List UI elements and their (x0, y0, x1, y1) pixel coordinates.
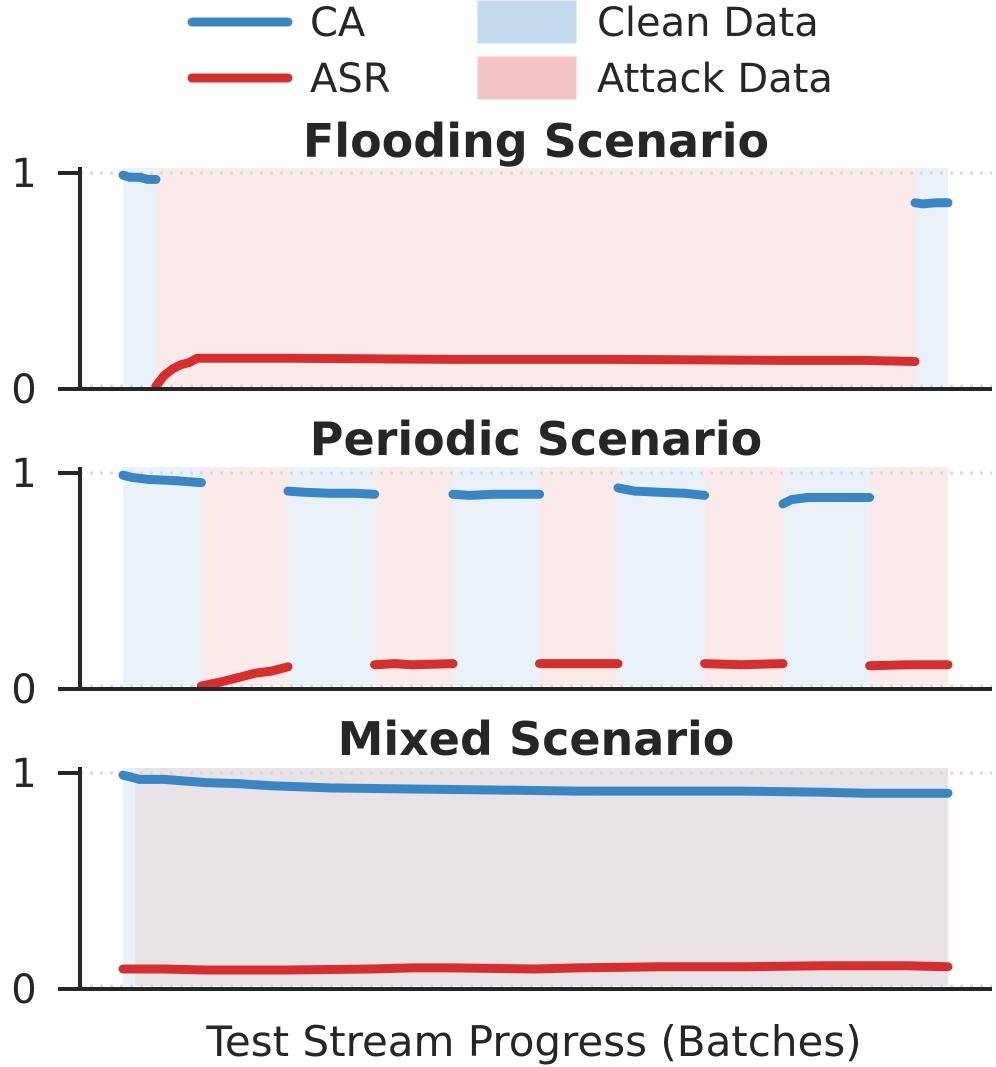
legend-item-ca: CA (187, 0, 366, 46)
legend-label-clean-data: Clean Data (597, 0, 819, 46)
series-asr-line (700, 659, 788, 670)
panel-title: Flooding Scenario (303, 114, 769, 168)
region-attack (539, 467, 618, 686)
y-tick-label: 0 (11, 367, 36, 413)
region-clean (123, 467, 202, 686)
series-asr-line (151, 353, 920, 391)
region-attack (201, 467, 288, 686)
legend-swatch-clean-data (476, 0, 578, 45)
panel-title: Mixed Scenario (338, 712, 735, 766)
region-clean (453, 467, 540, 686)
series-ca-line (778, 493, 875, 509)
region-clean (288, 467, 375, 686)
series-ca-line (118, 170, 161, 184)
series-ca-line (448, 489, 545, 500)
y-tick-label: 1 (11, 451, 36, 497)
y-tick-label: 1 (11, 751, 36, 797)
region-attack (869, 467, 948, 686)
series-ca-line (910, 198, 953, 209)
y-tick-label: 1 (11, 151, 36, 197)
region-clean (783, 467, 870, 686)
series-ca-line (613, 483, 710, 500)
panel-mixed-scenario: Mixed Scenario 0 1 (11, 712, 992, 1013)
legend-label-asr: ASR (310, 56, 391, 102)
region-attack (374, 467, 453, 686)
legend-label-attack-data: Attack Data (597, 56, 833, 102)
x-axis-label: Test Stream Progress (Batches) (205, 1017, 861, 1066)
legend-item-asr: ASR (187, 56, 391, 102)
region-clean (123, 168, 156, 386)
legend-item-clean-data: Clean Data (476, 0, 819, 46)
region-attack (704, 467, 783, 686)
legend: CA Clean Data ASR Attack Data (187, 0, 833, 102)
series-asr-line (370, 659, 458, 670)
series-ca-line (283, 486, 380, 499)
region-mixed (135, 768, 948, 986)
series-asr-line (196, 662, 293, 691)
series-asr-line (118, 961, 953, 975)
legend-item-attack-data: Attack Data (476, 55, 833, 102)
series-ca-line (118, 770, 953, 798)
y-tick-label: 0 (11, 667, 36, 713)
panel-periodic-scenario: Periodic Scenario 0 1 (11, 412, 992, 713)
region-clean (123, 768, 136, 986)
legend-label-ca: CA (310, 0, 366, 46)
region-clean (618, 467, 705, 686)
series-asr-line (865, 660, 953, 671)
panel-title: Periodic Scenario (310, 412, 762, 466)
series-ca-line (118, 470, 206, 488)
y-tick-label: 0 (11, 967, 36, 1013)
legend-swatch-attack-data (476, 55, 578, 101)
region-attack (156, 168, 915, 386)
panel-flooding-scenario: Flooding Scenario 0 1 (11, 114, 992, 413)
